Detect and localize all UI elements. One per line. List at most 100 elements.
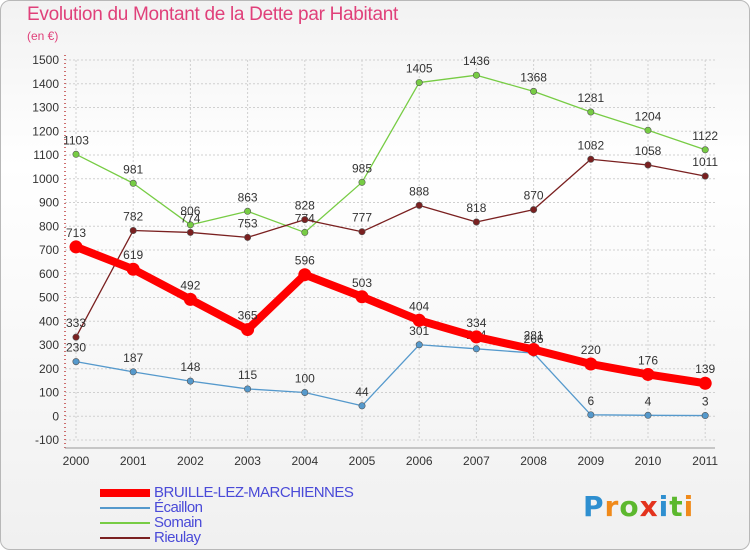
data-label: 777 (352, 211, 372, 225)
y-tick-label: 800 (39, 219, 59, 233)
data-point (69, 240, 83, 254)
x-tick-label: 2008 (520, 454, 547, 468)
data-point (186, 221, 194, 229)
logo-letter: i (658, 490, 670, 523)
data-label: 100 (295, 372, 315, 386)
data-point (72, 150, 80, 158)
data-point (358, 402, 366, 410)
series-line (75, 344, 706, 417)
data-point (527, 343, 541, 357)
x-tick-label: 2004 (291, 454, 318, 468)
data-point (358, 178, 366, 186)
logo-letter: i (683, 490, 695, 523)
data-point (129, 368, 137, 376)
data-label: 863 (238, 190, 258, 204)
series-line (72, 242, 710, 388)
data-label: 1436 (463, 54, 490, 68)
y-tick-label: 600 (39, 267, 59, 281)
data-label: 492 (180, 278, 200, 292)
x-tick-label: 2000 (63, 454, 90, 468)
data-point (301, 388, 309, 396)
data-point (530, 206, 538, 214)
data-point (701, 412, 709, 420)
data-label: 782 (123, 210, 143, 224)
data-label: 6 (587, 394, 594, 408)
data-label: 1204 (635, 109, 662, 123)
legend-swatch-ecaillon (100, 507, 150, 509)
x-tick-label: 2007 (463, 454, 490, 468)
data-point (301, 216, 309, 224)
data-label: 187 (123, 351, 143, 365)
data-point (355, 290, 369, 304)
data-label: 148 (180, 360, 200, 374)
data-point (530, 87, 538, 95)
data-label: 220 (581, 343, 601, 357)
data-point (587, 108, 595, 116)
data-point (644, 126, 652, 134)
data-label: 985 (352, 161, 372, 175)
data-label: 870 (524, 189, 544, 203)
data-point (298, 268, 312, 282)
data-point (644, 411, 652, 419)
y-tick-label: 300 (39, 338, 59, 352)
x-tick-label: 2010 (635, 454, 662, 468)
legend-swatch-bruille (100, 489, 150, 497)
data-label: 176 (638, 353, 658, 367)
x-tick-label: 2009 (577, 454, 604, 468)
data-label: 333 (66, 316, 86, 330)
data-point (241, 323, 255, 337)
data-point (126, 262, 140, 276)
data-point (644, 161, 652, 169)
data-point (415, 201, 423, 209)
data-point (587, 155, 595, 163)
data-point (587, 411, 595, 419)
data-point (186, 228, 194, 236)
data-point (415, 341, 423, 349)
x-tick-label: 2003 (234, 454, 261, 468)
logo-letter: r (604, 490, 620, 523)
data-point (415, 79, 423, 87)
legend-label-somain: Somain (154, 514, 202, 531)
data-label: 774 (180, 211, 200, 225)
y-tick-label: 1500 (32, 53, 59, 67)
data-label: 365 (238, 309, 258, 323)
data-label: 1103 (63, 133, 89, 147)
data-label: 1368 (520, 70, 547, 84)
y-tick-label: -100 (35, 433, 59, 447)
data-label: 1082 (577, 138, 604, 152)
data-label: 281 (524, 329, 544, 343)
data-label: 828 (295, 199, 315, 213)
data-label: 4 (645, 394, 652, 408)
data-label: 230 (66, 341, 86, 355)
data-point (698, 376, 712, 390)
x-tick-label: 2006 (406, 454, 433, 468)
legend-swatch-rieulay (100, 537, 150, 539)
data-label: 334 (466, 316, 486, 330)
data-label: 753 (238, 216, 258, 230)
data-point (244, 207, 252, 215)
data-point (244, 233, 252, 241)
data-label: 266 (524, 332, 544, 346)
data-point (472, 345, 480, 353)
chart-title: Evolution du Montant de la Dette par Hab… (27, 4, 398, 25)
y-tick-label: 500 (39, 291, 59, 305)
logo-letter: P (583, 490, 605, 523)
legend-label-ecaillon: Écaillon (154, 499, 203, 516)
series-line (75, 158, 706, 338)
logo-letter: t (669, 490, 684, 523)
data-label: 1011 (692, 155, 718, 169)
logo-letter: x (639, 490, 659, 523)
y-tick-label: 700 (39, 243, 59, 257)
x-tick-label: 2011 (692, 454, 718, 468)
y-tick-label: 200 (39, 362, 59, 376)
legend-label-rieulay: Rieulay (154, 529, 201, 546)
data-point (584, 357, 598, 371)
data-label: 1281 (577, 91, 604, 105)
series-line (75, 74, 706, 234)
legend-label-bruille: BRUILLE-LEZ-MARCHIENNES (154, 484, 354, 501)
y-tick-label: 900 (39, 196, 59, 210)
data-label: 981 (123, 162, 143, 176)
legend-swatch-somain (100, 522, 150, 524)
y-tick-label: 1100 (33, 148, 59, 162)
